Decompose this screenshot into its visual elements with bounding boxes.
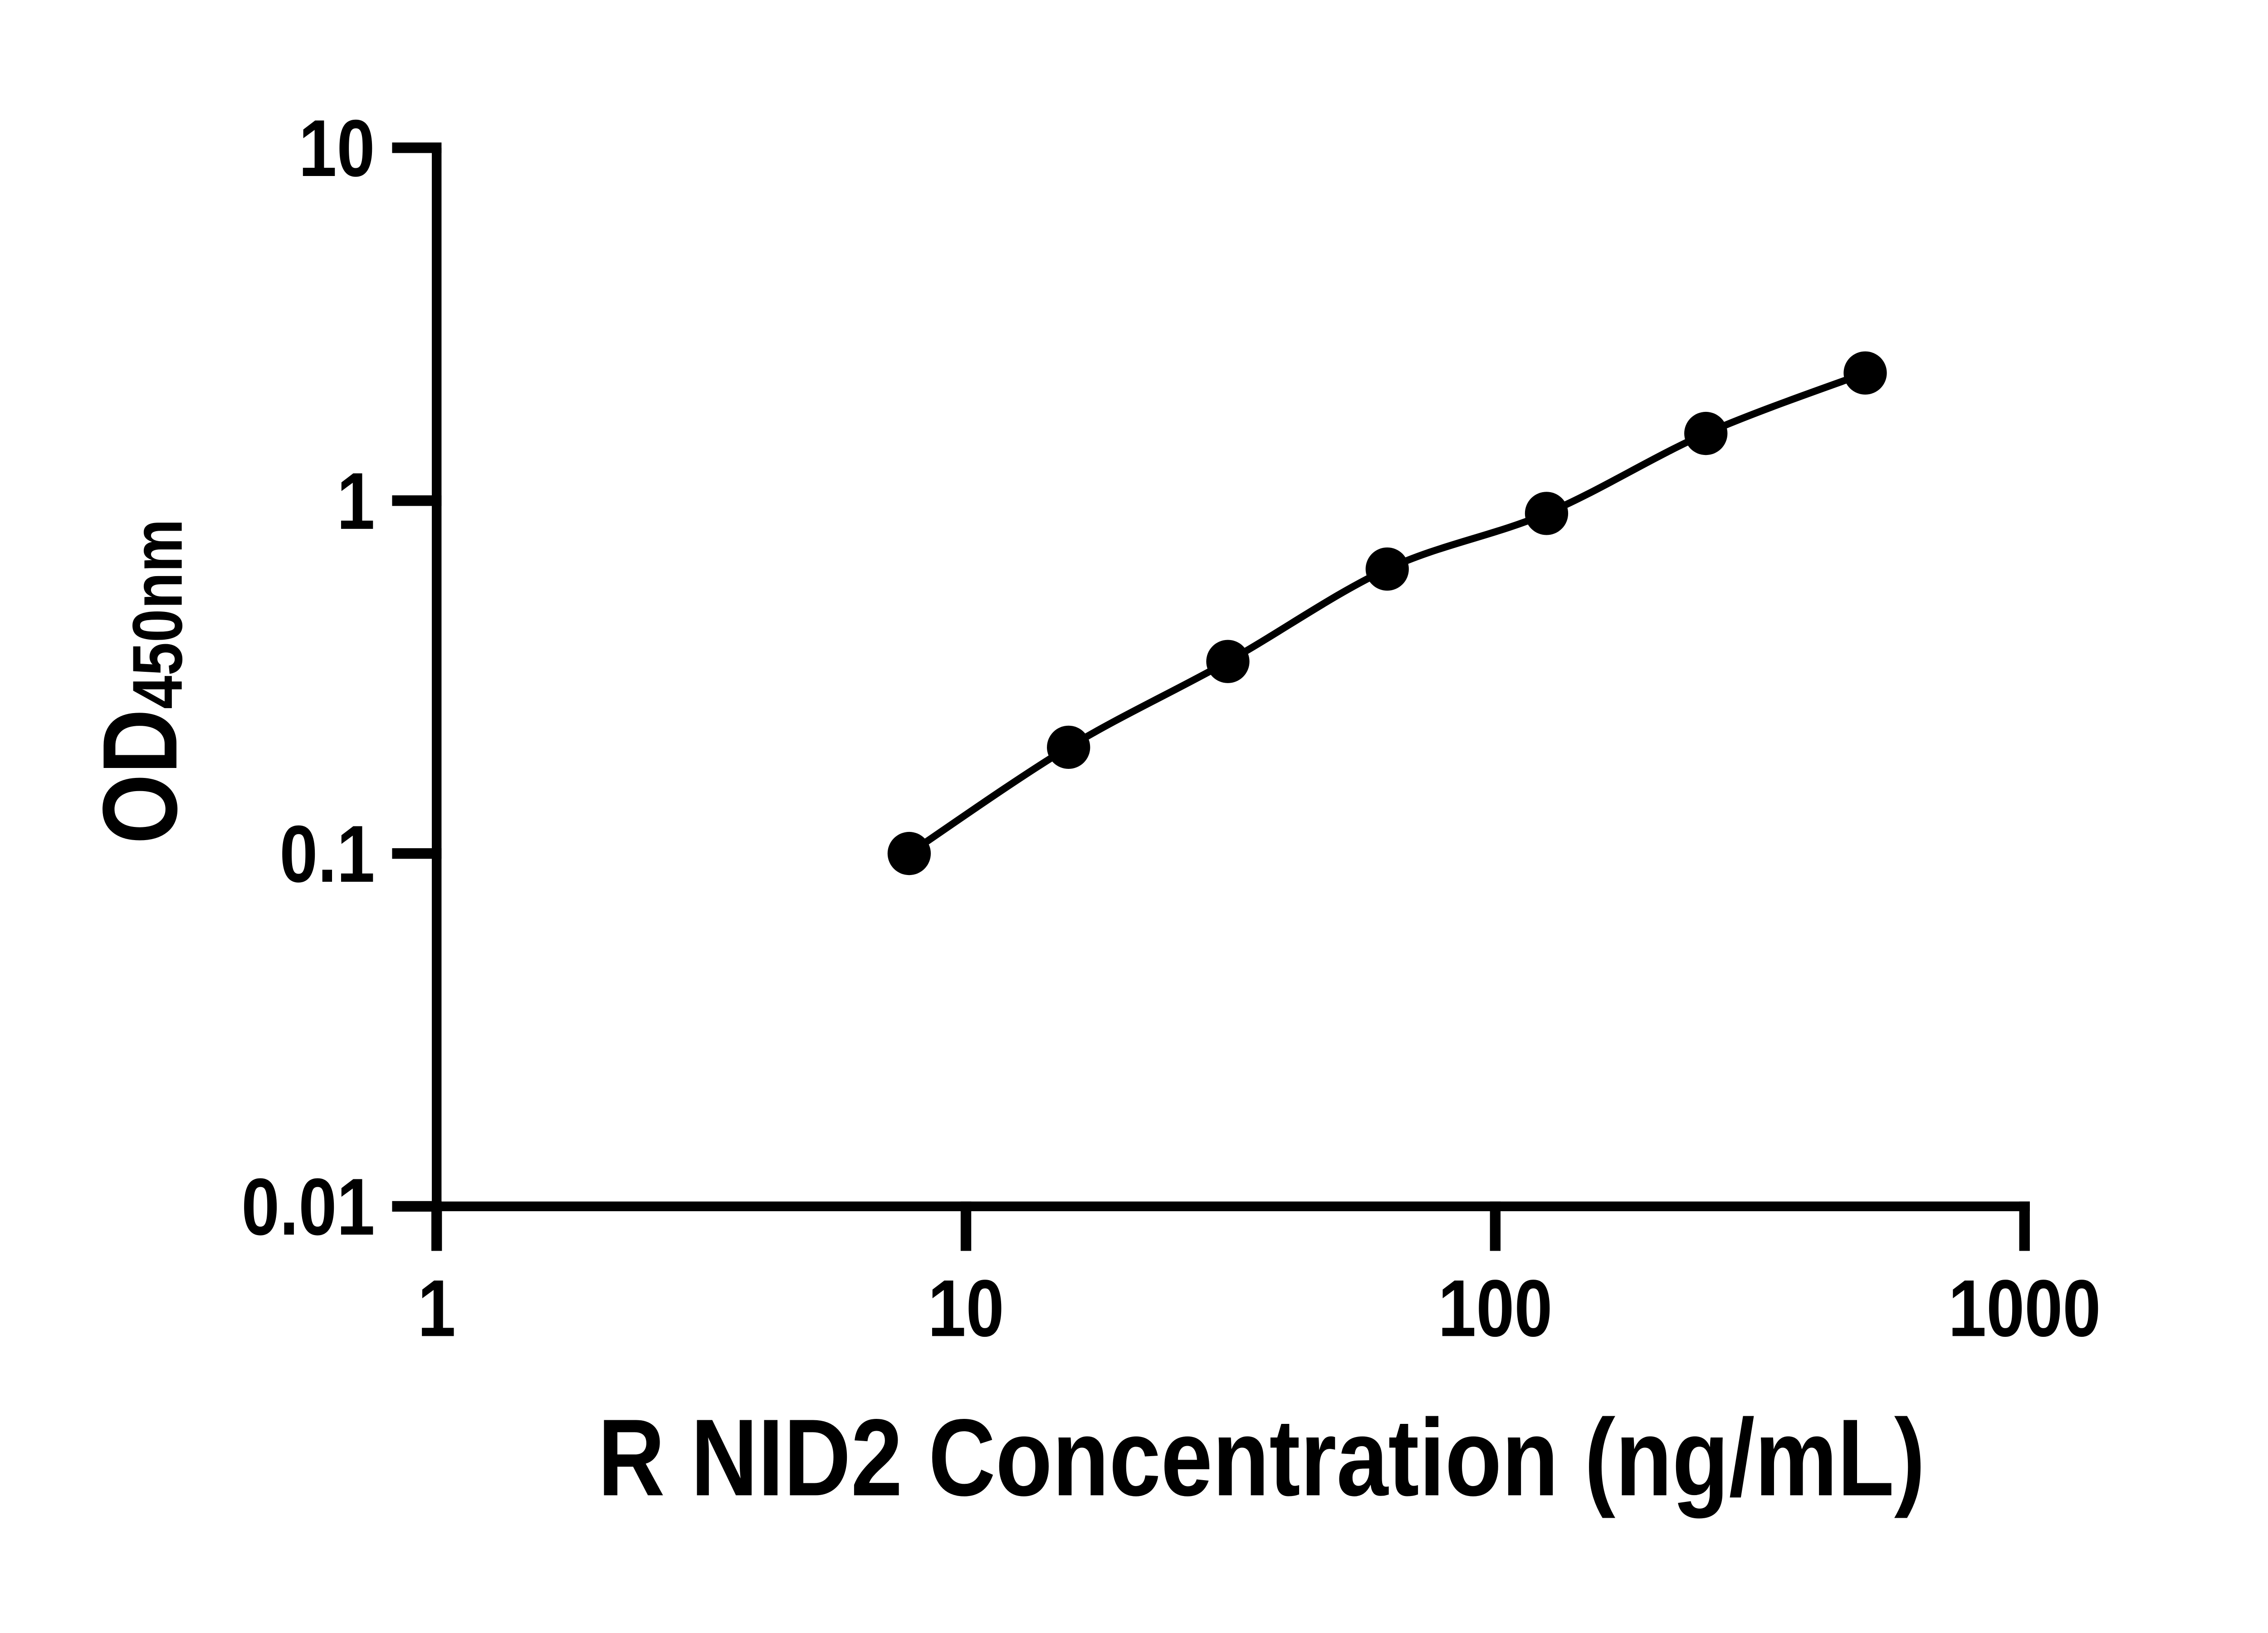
y-axis-title-main: OD — [81, 709, 199, 844]
figure-canvas: 10 1 0.1 0.01 1 10 100 1000 R NID2 Concentratio… — [81, 103, 2101, 1519]
y-axis-tick-label: 10 — [298, 103, 375, 193]
x-axis-title: R NID2 Concentration (ng/mL) — [598, 1397, 1925, 1519]
x-axis-tick-label: 10 — [928, 1263, 1004, 1353]
data-point-marker — [1843, 351, 1887, 395]
series-layer — [887, 351, 1887, 875]
y-axis-tick-label: 0.1 — [279, 809, 375, 899]
axes-layer: 10 1 0.1 0.01 1 10 100 1000 — [241, 103, 2101, 1353]
elisa-standard-curve-chart: 10 1 0.1 0.01 1 10 100 1000 R NID2 Concentratio… — [81, 103, 2101, 1519]
data-point-marker — [1206, 640, 1250, 683]
data-point-marker — [1684, 411, 1728, 455]
data-point-marker — [1365, 547, 1409, 591]
x-axis-tick-label: 100 — [1438, 1263, 1552, 1353]
y-axis-title-subscript: 450nm — [118, 519, 197, 709]
y-axis-title: OD450nm — [81, 519, 199, 844]
data-point-marker — [1047, 725, 1090, 769]
x-axis-tick-label: 1 — [418, 1263, 456, 1353]
data-point-marker — [887, 831, 931, 875]
x-axis-tick-label: 1000 — [1948, 1263, 2101, 1353]
y-axis-tick-label: 1 — [337, 456, 375, 546]
y-axis-tick-label: 0.01 — [241, 1162, 375, 1252]
data-point-marker — [1525, 492, 1569, 535]
